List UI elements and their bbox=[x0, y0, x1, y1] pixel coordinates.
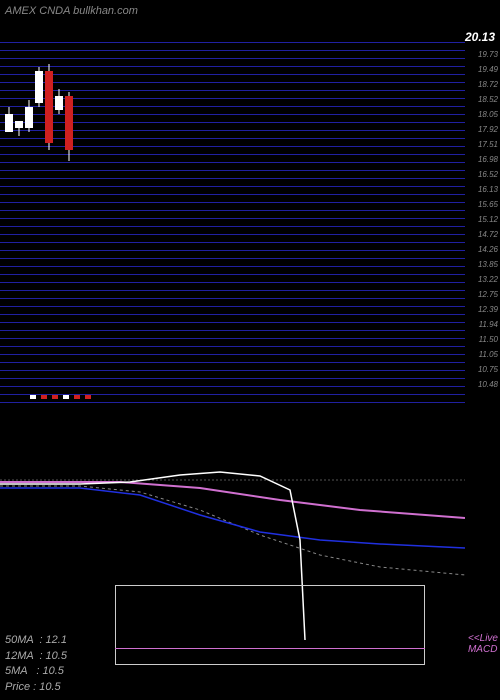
y-axis-labels: 19.73 19.49 18.72 18.52 18.05 17.92 17.51 16.98… bbox=[466, 42, 498, 402]
y-tick-label: 15.12 bbox=[478, 215, 498, 224]
y-tick-label: 11.94 bbox=[479, 320, 498, 329]
y-tick-label: 10.75 bbox=[478, 365, 498, 374]
mark bbox=[74, 395, 80, 399]
y-tick-label: 19.73 bbox=[478, 50, 498, 59]
info-row: Price : 10.5 bbox=[5, 680, 67, 695]
mark bbox=[63, 395, 69, 399]
y-tick-label: 18.72 bbox=[478, 80, 498, 89]
macd-label-live: <<Live bbox=[468, 633, 498, 644]
y-tick-label: 16.98 bbox=[478, 155, 498, 164]
info-box: 50MA : 12.112MA : 10.55MA : 10.5Price : … bbox=[5, 633, 67, 695]
mark bbox=[30, 395, 36, 399]
y-tick-label: 13.22 bbox=[478, 275, 498, 284]
mark bbox=[41, 395, 47, 399]
y-tick-label: 18.05 bbox=[478, 110, 498, 119]
ticker-label: CNDA bbox=[39, 5, 70, 17]
exchange-label: AMEX bbox=[5, 5, 36, 17]
y-tick-label: 18.52 bbox=[478, 95, 498, 104]
y-tick-label: 19.49 bbox=[478, 65, 498, 74]
site-label: bullkhan.com bbox=[73, 5, 138, 17]
y-tick-label: 17.92 bbox=[478, 125, 498, 134]
y-tick-label: 17.51 bbox=[478, 140, 498, 149]
y-tick-label: 16.52 bbox=[478, 170, 498, 179]
y-tick-label: 12.39 bbox=[478, 305, 498, 314]
y-tick-label: 15.65 bbox=[478, 200, 498, 209]
macd-label: <<Live MACD bbox=[468, 633, 498, 655]
info-row: 50MA : 12.1 bbox=[5, 633, 67, 648]
macd-inner-line bbox=[115, 648, 425, 649]
mark bbox=[52, 395, 58, 399]
y-tick-label: 16.13 bbox=[478, 185, 498, 194]
macd-label-macd: MACD bbox=[468, 644, 498, 655]
y-tick-label: 11.50 bbox=[479, 335, 498, 344]
y-tick-label: 11.05 bbox=[479, 350, 498, 359]
volume-marks bbox=[30, 395, 91, 399]
y-tick-label: 10.48 bbox=[478, 380, 498, 389]
info-row: 5MA : 10.5 bbox=[5, 664, 67, 679]
mark bbox=[85, 395, 91, 399]
y-tick-label: 12.75 bbox=[478, 290, 498, 299]
y-tick-label: 13.85 bbox=[478, 260, 498, 269]
y-tick-label: 14.26 bbox=[478, 245, 498, 254]
info-row: 12MA : 10.5 bbox=[5, 649, 67, 664]
chart-header: AMEX CNDA bullkhan.com bbox=[5, 5, 138, 17]
y-tick-label: 14.72 bbox=[478, 230, 498, 239]
macd-box bbox=[115, 585, 425, 665]
